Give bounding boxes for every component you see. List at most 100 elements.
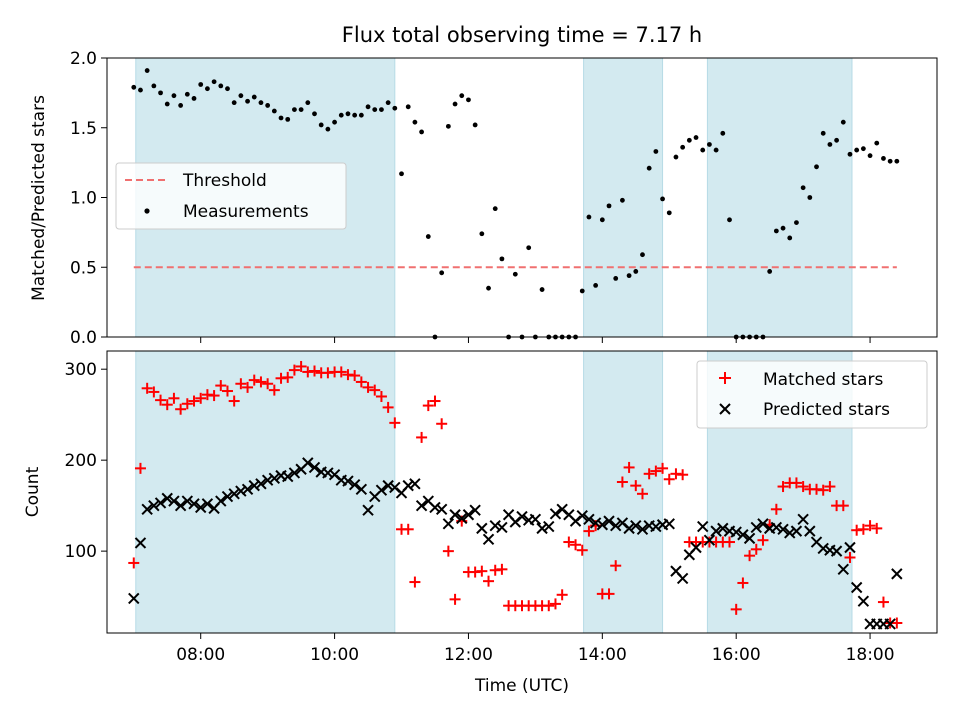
matched-point <box>657 462 669 474</box>
x-tick-label: 08:00 <box>176 645 225 665</box>
predicted-point <box>442 518 455 530</box>
measurement-point <box>211 79 217 85</box>
predicted-point-b <box>462 509 475 521</box>
measurement-point <box>479 231 485 237</box>
measurement-point <box>385 100 391 106</box>
predicted-point <box>302 457 314 469</box>
measurement-point <box>225 86 230 92</box>
legend-matched-label: Matched stars <box>763 370 883 390</box>
predicted-point-b <box>670 565 682 577</box>
measurement-point <box>365 104 371 110</box>
predicted-point <box>797 513 809 525</box>
measurement-point <box>345 111 351 117</box>
predicted-point <box>757 518 769 530</box>
matched-point <box>375 390 387 402</box>
matched-point <box>409 576 421 588</box>
predicted-point <box>282 470 294 483</box>
predicted-point-b <box>174 499 187 512</box>
measurement-point <box>472 122 478 128</box>
measurement-point <box>579 288 585 294</box>
matched-point <box>543 600 555 612</box>
predicted-point-b <box>435 503 448 515</box>
predicted-point-b <box>690 541 702 554</box>
predicted-point <box>402 479 414 492</box>
predicted-point-b <box>616 517 629 529</box>
bottom-legend-box <box>696 360 928 429</box>
bottom-y-axis-label: Count <box>23 466 43 517</box>
predicted-point-b <box>623 522 635 535</box>
measurement-point <box>840 119 846 125</box>
measurement-point <box>492 206 498 212</box>
measurement-point <box>405 104 411 110</box>
predicted-point <box>375 484 388 496</box>
predicted-point-b <box>884 618 896 630</box>
matched-point <box>268 384 280 396</box>
matched-point <box>362 381 374 393</box>
y-tick-label: 200 <box>65 451 97 471</box>
predicted-point <box>830 545 843 557</box>
predicted-point <box>623 522 635 535</box>
predicted-point-b <box>676 572 689 585</box>
measurement-point <box>312 111 317 117</box>
predicted-point <box>134 537 147 549</box>
matched-point <box>168 392 180 404</box>
measurement-point <box>894 158 900 164</box>
predicted-point-b <box>790 525 803 537</box>
measurement-point <box>184 91 190 97</box>
predicted-point-b <box>703 534 716 546</box>
measurement-point <box>860 146 866 152</box>
measurement-point <box>459 93 465 99</box>
matched-point <box>777 481 789 493</box>
legend-threshold-label: Threshold <box>182 171 267 191</box>
bottom-panel: 100 200 300 08:00 10:00 12:00 14:00 16:00 18:00… <box>23 350 938 696</box>
matched-point <box>797 481 809 493</box>
matched-point <box>891 617 903 629</box>
matched-point <box>442 545 454 557</box>
x-tick-label: 12:00 <box>444 645 493 665</box>
matched-point <box>208 390 220 402</box>
predicted-point-b <box>215 495 227 507</box>
predicted-point-b <box>201 498 214 510</box>
matched-point <box>496 563 508 575</box>
predicted-point <box>650 520 662 533</box>
measurement-point <box>151 83 157 89</box>
measurement-point <box>278 115 284 121</box>
measurement-point <box>867 153 873 159</box>
legend-matched-swatch <box>719 372 731 384</box>
predicted-point-b <box>489 519 501 532</box>
predicted-point <box>891 568 903 580</box>
matched-point <box>837 500 849 512</box>
matched-point <box>215 380 227 392</box>
matched-point <box>369 384 381 396</box>
predicted-point-b <box>857 595 870 607</box>
bottom-legend: Matched stars Predicted stars <box>696 360 928 429</box>
predicted-point-b <box>650 520 662 533</box>
predicted-point <box>837 563 849 576</box>
predicted-point <box>884 618 896 630</box>
measurement-point <box>673 154 679 160</box>
predicted-point <box>195 501 207 514</box>
predicted-point-b <box>850 581 863 594</box>
predicted-point-b <box>576 509 588 522</box>
predicted-point-b <box>328 469 341 481</box>
predicted-point-b <box>710 525 722 537</box>
measurement-point <box>686 137 692 143</box>
measurement-point <box>613 276 619 281</box>
predicted-point-b <box>777 523 789 536</box>
measurement-point <box>164 101 170 107</box>
predicted-point <box>261 474 274 486</box>
measurement-point <box>653 149 659 154</box>
measurement-point <box>425 234 431 239</box>
legend-measurements-label: Measurements <box>183 202 309 222</box>
matched-point <box>402 523 414 535</box>
matched-point <box>228 395 240 407</box>
predicted-point-b <box>610 519 622 532</box>
predicted-point <box>128 592 140 605</box>
measurement-point <box>466 97 471 103</box>
predicted-point <box>610 519 622 532</box>
measurement-point <box>298 107 304 113</box>
predicted-point <box>529 513 542 525</box>
matched-point <box>603 588 615 600</box>
predicted-point <box>462 509 475 521</box>
predicted-point <box>543 520 555 533</box>
